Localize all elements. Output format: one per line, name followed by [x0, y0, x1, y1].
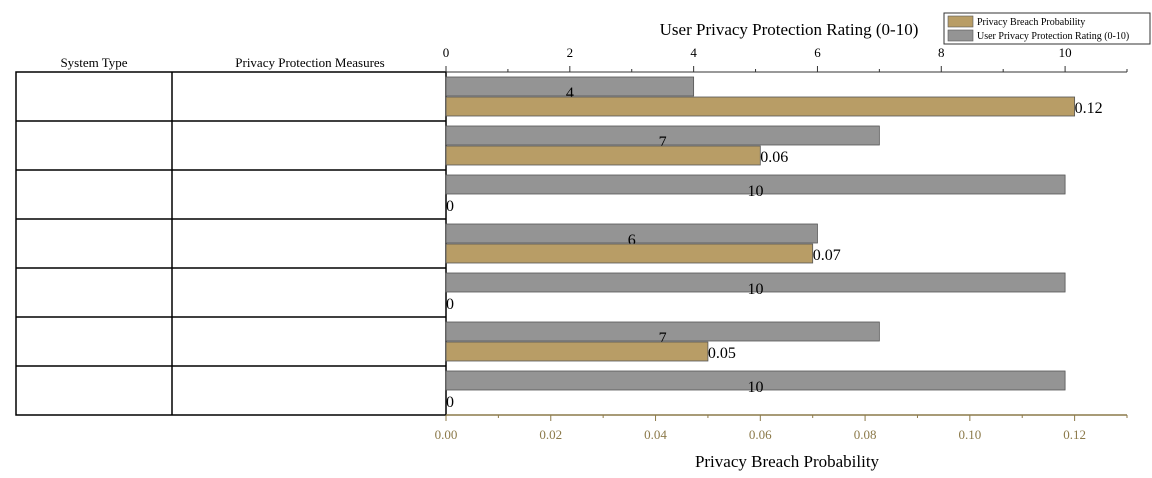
bottom-axis-tick-label: 0.12 — [1063, 427, 1086, 442]
breach-bar — [445, 96, 1076, 117]
rating-data-label: 10 — [748, 379, 764, 396]
legend-swatch-rating — [947, 29, 974, 42]
top-axis-tick-label: 0 — [443, 45, 450, 60]
top-axis-tick-label: 2 — [567, 45, 574, 60]
top-axis-tick-label: 8 — [938, 45, 945, 60]
rating-data-label: 6 — [628, 232, 636, 249]
rating-data-label: 4 — [566, 85, 574, 102]
rating-bar — [445, 272, 1066, 293]
rating-data-label: 7 — [659, 134, 667, 151]
rating-bar — [445, 223, 818, 244]
rating-bar — [445, 125, 880, 146]
rating-bar — [445, 76, 695, 97]
breach-data-label: 0.12 — [1075, 100, 1103, 117]
legend-label-rating: User Privacy Protection Rating (0-10) — [977, 31, 1129, 42]
top-axis-tick-label: 6 — [814, 45, 821, 60]
column-header-privacy-protection-measures: Privacy Protection Measures — [235, 55, 384, 70]
rating-bar — [445, 370, 1066, 391]
table-frame — [15, 71, 447, 416]
bottom-axis-tick-label: 0.04 — [644, 427, 667, 442]
breach-data-label: 0 — [446, 198, 454, 215]
column-header-system-type: System Type — [60, 55, 127, 70]
breach-bar — [445, 341, 709, 362]
rating-data-label: 7 — [659, 330, 667, 347]
rating-bar — [445, 321, 880, 342]
top-axis-tick-label: 10 — [1059, 45, 1072, 60]
legend-swatch-breach — [947, 15, 974, 28]
bottom-axis-tick-label: 0.10 — [958, 427, 981, 442]
breach-bar — [445, 145, 761, 166]
legend-label-breach: Privacy Breach Probability — [977, 17, 1085, 28]
rating-data-label: 10 — [748, 183, 764, 200]
bottom-axis-tick-label: 0.02 — [539, 427, 562, 442]
bottom-axis-title: Privacy Breach Probability — [695, 452, 880, 471]
breach-data-label: 0 — [446, 296, 454, 313]
breach-data-label: 0.06 — [760, 149, 788, 166]
breach-bar — [445, 243, 814, 264]
breach-data-label: 0.05 — [708, 345, 736, 362]
breach-data-label: 0 — [446, 394, 454, 411]
bottom-axis-tick-label: 0.00 — [435, 427, 458, 442]
rating-data-label: 10 — [748, 281, 764, 298]
rating-bar — [445, 174, 1066, 195]
breach-data-label: 0.07 — [813, 247, 841, 264]
bottom-axis-tick-label: 0.06 — [749, 427, 772, 442]
bottom-axis-tick-label: 0.08 — [854, 427, 877, 442]
top-axis-title: User Privacy Protection Rating (0-10) — [660, 20, 919, 39]
top-axis-tick-label: 4 — [690, 45, 697, 60]
legend-box — [943, 12, 1151, 45]
